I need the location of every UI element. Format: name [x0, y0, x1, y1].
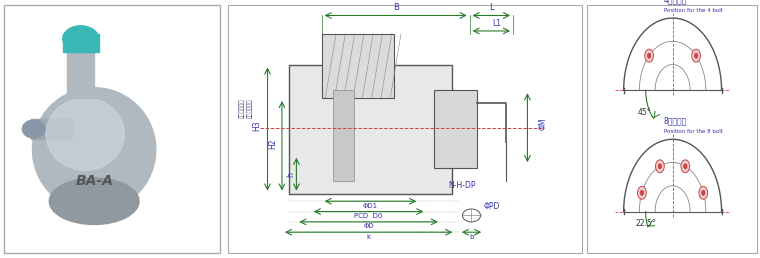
Circle shape	[695, 53, 698, 58]
Bar	[63, 34, 99, 52]
Circle shape	[692, 49, 701, 62]
Bar	[31, 119, 71, 139]
Text: L1: L1	[492, 19, 502, 28]
Bar	[321, 34, 394, 98]
Text: 22.5°: 22.5°	[636, 220, 657, 229]
Text: k: k	[366, 234, 371, 240]
Text: 退杆行程区域
加户内容备注: 退杆行程区域 加户内容备注	[239, 98, 252, 118]
Text: H3: H3	[252, 120, 261, 131]
Text: ΦM: ΦM	[538, 117, 547, 130]
Ellipse shape	[49, 178, 139, 224]
Text: BA-A: BA-A	[75, 174, 113, 188]
Bar	[333, 90, 354, 181]
Ellipse shape	[33, 88, 156, 212]
FancyBboxPatch shape	[289, 64, 451, 194]
Ellipse shape	[22, 120, 45, 138]
Text: L: L	[489, 3, 494, 12]
Circle shape	[683, 164, 687, 169]
Circle shape	[699, 186, 708, 199]
Text: H2: H2	[268, 139, 277, 149]
Text: 8个孔位置: 8个孔位置	[664, 117, 687, 126]
Circle shape	[658, 164, 662, 169]
Circle shape	[638, 186, 646, 199]
Text: PCD  D0: PCD D0	[354, 213, 383, 219]
Text: 45°: 45°	[638, 108, 651, 117]
Text: 4个孔位置: 4个孔位置	[664, 0, 687, 5]
Text: b: b	[469, 234, 473, 240]
Ellipse shape	[63, 26, 99, 52]
Text: N-H-DP: N-H-DP	[448, 181, 476, 190]
Circle shape	[656, 160, 664, 173]
Text: Position for the 4 bolt: Position for the 4 bolt	[664, 7, 723, 13]
Text: ΦD1: ΦD1	[363, 203, 378, 209]
Bar	[67, 41, 94, 98]
Text: ΦD: ΦD	[363, 223, 374, 229]
Circle shape	[648, 53, 651, 58]
Text: h: h	[287, 173, 296, 178]
Bar	[433, 90, 477, 168]
Circle shape	[644, 49, 654, 62]
Ellipse shape	[46, 98, 125, 170]
Circle shape	[640, 190, 644, 195]
Circle shape	[701, 190, 705, 195]
Text: ΦPD: ΦPD	[484, 202, 501, 211]
Text: Position for the 8 bolt: Position for the 8 bolt	[664, 129, 723, 134]
Circle shape	[681, 160, 689, 173]
Text: B: B	[393, 3, 398, 12]
